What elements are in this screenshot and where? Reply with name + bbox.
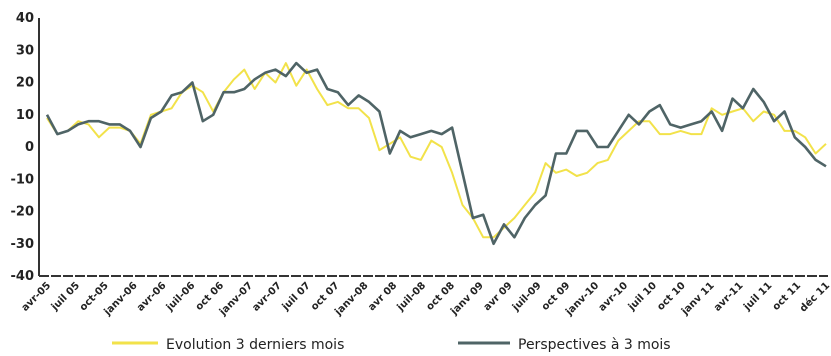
- x-tick-label: avr-11: [712, 280, 745, 313]
- x-tick-label: avr-06: [135, 280, 168, 313]
- y-tick-label: 20: [16, 76, 34, 91]
- x-tick-label: juil-08: [395, 280, 429, 314]
- x-tick-label: avr 08: [366, 280, 399, 313]
- x-tick-label: juil 07: [280, 280, 313, 313]
- y-tick-label: -10: [11, 172, 35, 187]
- y-tick-label: 40: [16, 11, 34, 26]
- x-tick-label: avr 09: [482, 280, 515, 313]
- x-tick-label: avr-07: [250, 280, 283, 313]
- series-line-evolution: [46, 62, 827, 239]
- y-tick-label: -30: [11, 237, 35, 252]
- y-tick-label: 10: [16, 108, 34, 123]
- legend-label-evolution: Evolution 3 derniers mois: [166, 337, 344, 353]
- y-tick-label: 0: [25, 140, 34, 155]
- y-tick-label: -40: [11, 269, 35, 284]
- x-tick-label: juil-09: [510, 280, 544, 314]
- y-tick-labels: 40 30 20 10 0 -10 -20 -30 -40: [11, 11, 35, 284]
- x-tick-label: avr-10: [597, 280, 630, 313]
- legend-label-perspectives: Perspectives à 3 mois: [518, 337, 671, 353]
- x-tick-label: juil 10: [626, 280, 659, 313]
- y-axis: 40 30 20 10 0 -10 -20 -30 -40: [11, 11, 40, 284]
- x-tick-label: juil-06: [164, 280, 198, 314]
- x-tick-label: juil 05: [49, 280, 82, 313]
- x-tick-label: déc 11: [797, 280, 831, 315]
- x-tick-label: avr-05: [20, 280, 53, 313]
- series-line-perspectives: [45, 61, 827, 246]
- y-tick-label: -20: [11, 205, 35, 220]
- legend: Evolution 3 derniers mois Perspectives à…: [112, 337, 671, 353]
- x-tick-label: juil 11: [741, 280, 774, 313]
- y-tick-label: 30: [16, 43, 34, 58]
- series-layer: [45, 61, 827, 246]
